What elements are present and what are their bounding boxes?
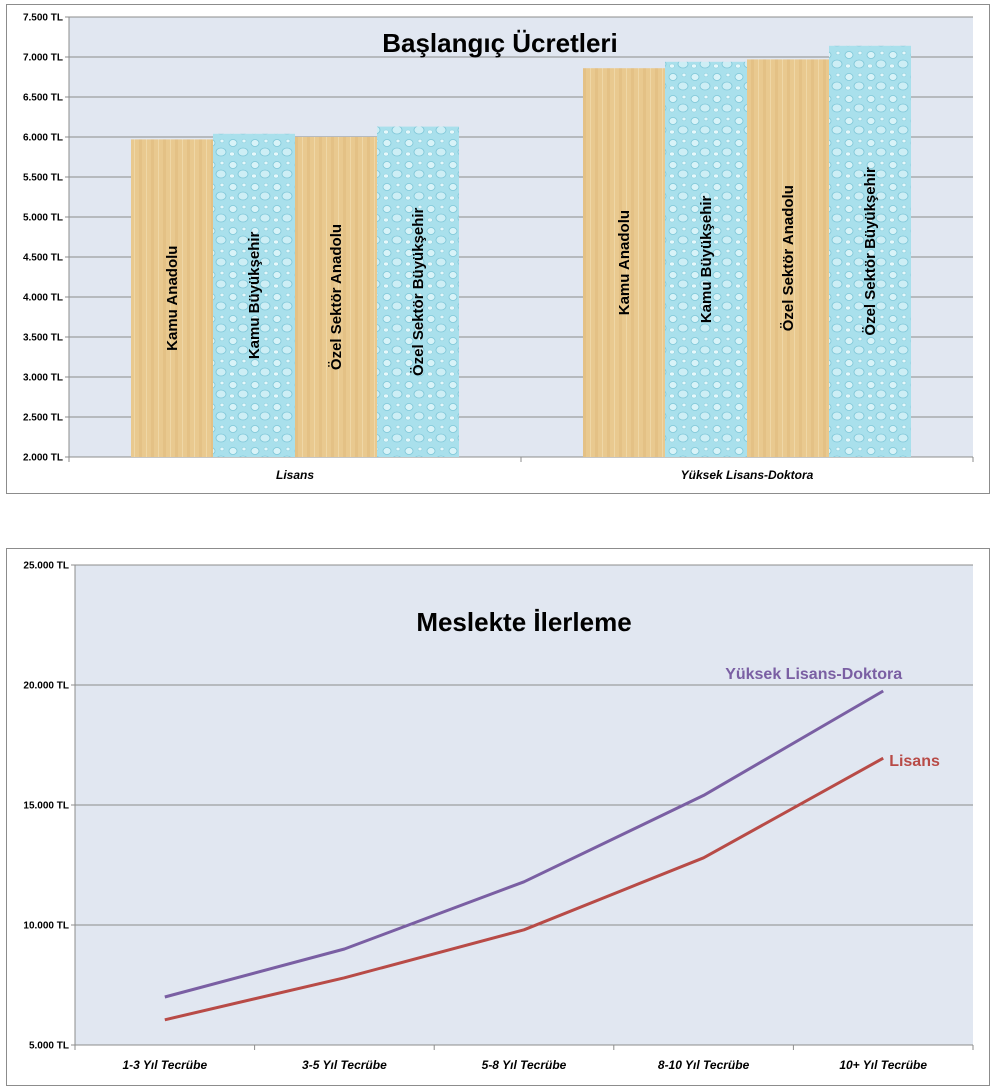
chart-title: Başlangıç Ücretleri [382,28,618,58]
starting-salaries-chart-svg: 2.000 TL 2.500 TL 3.000 TL 3.500 TL 4.000 TL… [23,13,974,482]
bar [295,137,377,457]
y-tick-label: 15.000 TL [23,801,69,812]
career-progression-chart: 5.000 TL 10.000 TL 15.000 TL 20.000 TL 25.00… [6,548,990,1086]
y-tick-label: 5.000 TL [29,1041,69,1052]
y-tick-label: 7.000 TL [23,53,63,64]
y-tick-label: 5.500 TL [23,173,63,184]
y-tick-label: 4.000 TL [23,293,63,304]
y-tick-label: 3.000 TL [23,373,63,384]
bar [747,59,829,458]
bar-label: Özel Sektör Büyükşehir [410,207,427,376]
x-category-label: 8-10 Yıl Tecrübe [658,1058,750,1072]
x-category-label: 5-8 Yıl Tecrübe [482,1058,567,1072]
y-tick-label: 10.000 TL [23,921,69,932]
y-tick-label: 6.000 TL [23,133,63,144]
bar-label: Özel Sektör Anadolu [780,185,797,331]
x-category-label: Lisans [276,468,314,482]
bar [131,139,213,457]
y-tick-label: 4.500 TL [23,253,63,264]
series-line [164,756,884,1022]
x-category-label: 10+ Yıl Tecrübe [839,1058,927,1072]
bar-label: Kamu Anadolu [164,246,181,351]
chart-title: Meslekte İlerleme [416,607,631,637]
y-tick-label: 25.000 TL [23,561,69,572]
x-category-label: 1-3 Yıl Tecrübe [122,1058,207,1072]
y-tick-label: 20.000 TL [23,681,69,692]
y-tick-label: 5.000 TL [23,213,63,224]
bar-label: Kamu Anadolu [616,210,633,315]
bar-label: Kamu Büyükşehir [698,195,715,323]
x-category-label: Yüksek Lisans-Doktora [681,468,814,482]
y-tick-label: 2.000 TL [23,453,63,464]
y-tick-label: 7.500 TL [23,13,63,24]
bar [829,45,911,458]
series-label: Lisans [889,753,940,770]
career-progression-chart-svg: 5.000 TL 10.000 TL 15.000 TL 20.000 TL 25.00… [23,561,974,1072]
y-tick-label: 3.500 TL [23,333,63,344]
bar [665,61,747,458]
series-line [164,689,884,999]
bar-label: Özel Sektör Büyükşehir [862,167,879,336]
starting-salaries-chart: 2.000 TL 2.500 TL 3.000 TL 3.500 TL 4.000 TL… [6,4,990,494]
bar-label: Kamu Büyükşehir [246,231,263,359]
bar [377,126,459,457]
bar-label: Özel Sektör Anadolu [328,224,345,370]
bar [213,133,295,458]
series-label: Yüksek Lisans-Doktora [725,666,902,683]
x-category-label: 3-5 Yıl Tecrübe [302,1058,387,1072]
bar [583,68,665,457]
y-tick-label: 6.500 TL [23,93,63,104]
y-tick-label: 2.500 TL [23,413,63,424]
